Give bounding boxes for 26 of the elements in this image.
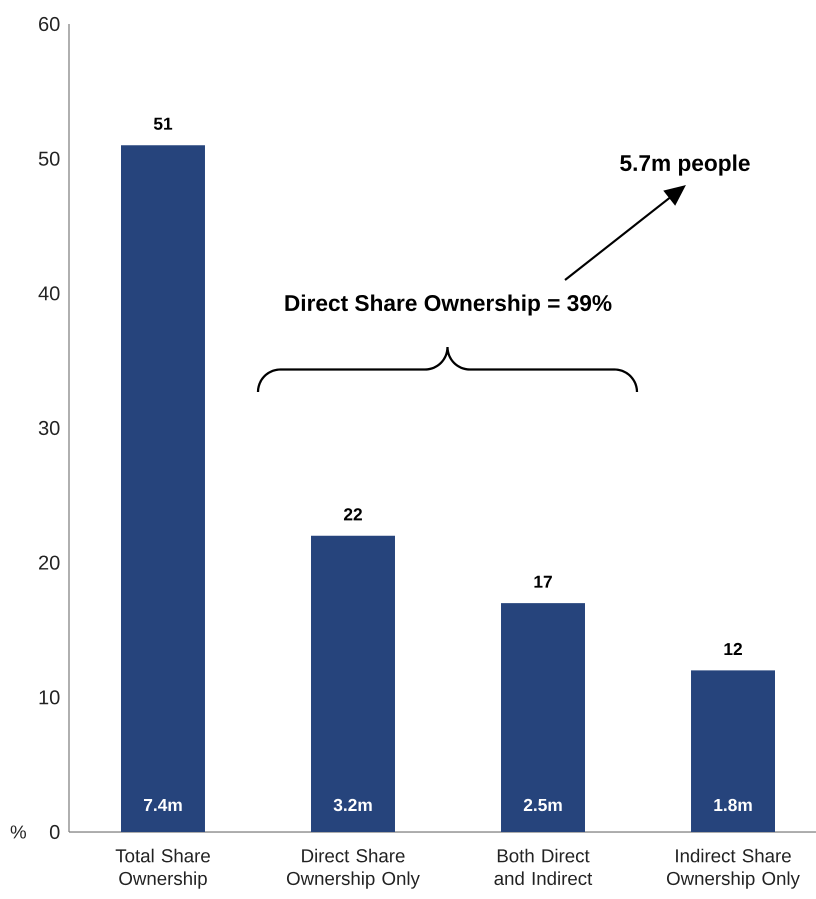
data-label: 17 <box>534 576 552 588</box>
y-tick-label: 20 <box>39 556 60 570</box>
bar <box>501 603 585 832</box>
x-tick-label: Indirect Share Ownership Only <box>666 848 800 889</box>
y-tick-label: 10 <box>40 690 60 704</box>
data-label: 12 <box>724 642 742 656</box>
x-tick-label: Direct Share Ownership Only <box>286 848 420 889</box>
y-axis-title: % <box>10 825 26 839</box>
y-tick-label: 0 <box>50 824 60 840</box>
annotation: 2.5m <box>524 798 562 812</box>
annotation: 1.8m <box>714 798 752 812</box>
bar <box>121 145 205 832</box>
x-tick-label: Both Direct and Indirect <box>494 848 592 886</box>
x-tick-label: Total Share Ownership <box>116 848 210 889</box>
data-label: 51 <box>154 118 172 130</box>
annotation: 5.7m people <box>620 154 750 176</box>
y-tick-label: 30 <box>38 420 60 436</box>
data-label: 22 <box>344 508 362 520</box>
annotation: Direct Share Ownership = 39% <box>285 294 612 316</box>
y-tick-label: 60 <box>39 16 60 32</box>
y-tick-label: 40 <box>38 286 60 300</box>
annotation: 7.4m <box>144 799 182 811</box>
y-tick-label: 50 <box>38 152 60 166</box>
bar <box>311 536 395 832</box>
annotation: 3.2m <box>334 798 372 812</box>
bar <box>691 670 775 832</box>
